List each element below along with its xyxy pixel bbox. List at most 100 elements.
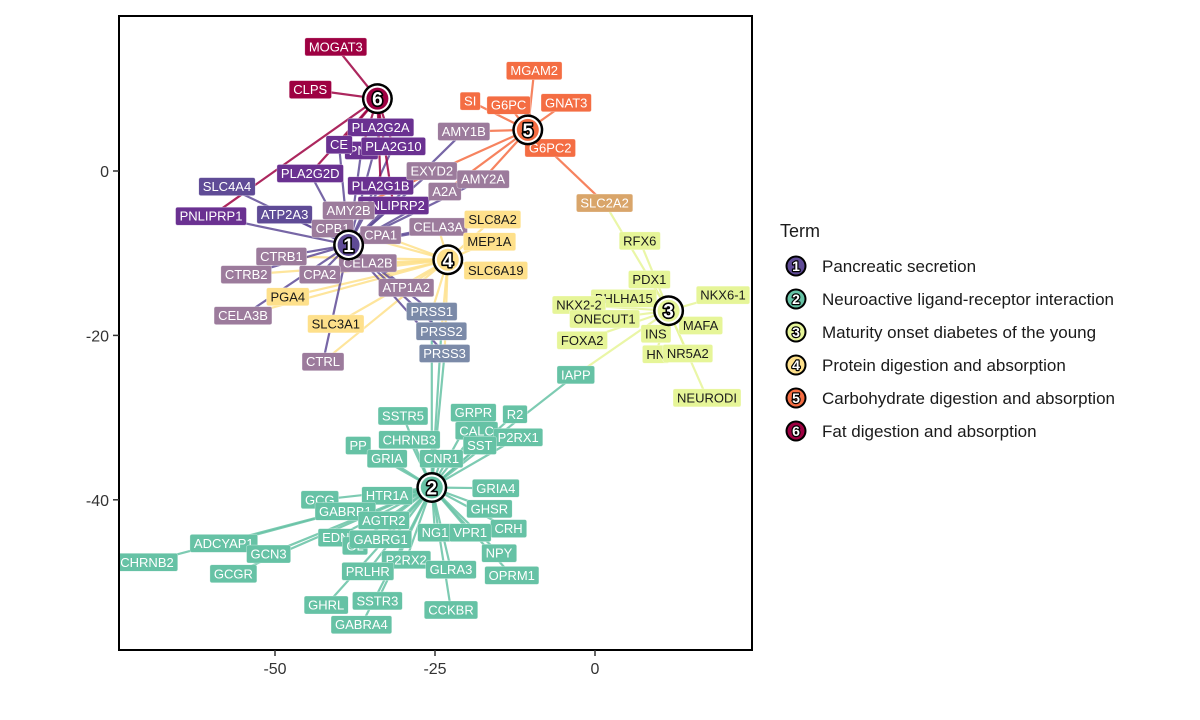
x-tick-label: -25 xyxy=(423,661,446,678)
gene-label-box xyxy=(462,436,497,455)
gene-label-ins: INS xyxy=(640,324,672,344)
gene-label-box xyxy=(425,560,477,579)
gene-label-exyd2: EXYD2 xyxy=(406,161,458,181)
gene-label-mafa: MAFA xyxy=(678,316,723,335)
gene-label-text: ATP2A3 xyxy=(261,207,308,222)
gene-label-box xyxy=(213,306,273,325)
gene-label-text: NR5A2 xyxy=(667,346,709,361)
gene-label-text: NKX2-2 xyxy=(556,297,602,312)
legend-item-term-3: 3 Maturity onset diabetes of the young xyxy=(785,321,1096,343)
edge-iapp-term-3 xyxy=(575,309,670,376)
gene-label-box xyxy=(419,344,471,363)
gene-label-text: PRLHR xyxy=(346,564,390,579)
gene-label-text: NKX6-1 xyxy=(700,288,746,303)
gene-label-box xyxy=(428,182,462,201)
gene-label-text: GRPR xyxy=(455,405,493,420)
gene-label-box xyxy=(481,543,517,563)
gene-label-foxa2: FOXA2 xyxy=(556,331,608,350)
edge-cckbr-term-2 xyxy=(430,487,453,611)
gene-label-box xyxy=(303,595,349,615)
term-node-number: 2 xyxy=(427,478,438,499)
gene-label-g6pc: G6PC xyxy=(486,95,531,115)
gene-label-gnat3: GNAT3 xyxy=(540,93,592,113)
term-node-2: 2 xyxy=(416,471,448,503)
gene-label-box xyxy=(119,553,178,572)
gene-label-text: PLA2G2A xyxy=(352,120,410,135)
legend-key-fill xyxy=(787,356,805,374)
gene-label-text: PRSS3 xyxy=(423,346,466,361)
gene-label-text: HN xyxy=(646,347,665,362)
term-node-number: 1 xyxy=(343,236,354,257)
gene-label-prss3: PRSS3 xyxy=(419,344,471,363)
gene-label-clps: CLPS xyxy=(288,80,332,99)
gene-label-si: SI xyxy=(459,91,481,111)
gene-label-pla2g1b: PLA2G1B xyxy=(347,176,414,196)
gene-label-text: CHRNB3 xyxy=(383,432,436,447)
gene-label-box xyxy=(378,278,435,297)
legend-key-fill xyxy=(787,422,805,440)
gene-label-box xyxy=(524,138,576,158)
gene-label-text: ATP1A2 xyxy=(382,280,429,295)
gene-label-ce: CE xyxy=(325,135,353,154)
term-node-fill xyxy=(420,476,443,499)
gene-label-box xyxy=(672,388,742,408)
gene-label-text: ONECUT1 xyxy=(574,311,636,326)
gene-label-text: OPRM1 xyxy=(489,568,535,583)
gene-label-text: CELA2B xyxy=(343,256,393,271)
gene-label-slc2a2: SLC2A2 xyxy=(576,193,634,213)
gene-label-text: MGAM2 xyxy=(510,63,558,78)
gene-label-box xyxy=(345,436,372,455)
gene-label-text: ADCYAP1 xyxy=(194,536,254,551)
gene-label-pdx1: PDX1 xyxy=(628,270,671,289)
gene-label-text: VPR1 xyxy=(453,525,487,540)
gene-label-text: PLA2G10 xyxy=(365,139,421,154)
gene-label-p2rx1: P2RX1 xyxy=(493,428,544,447)
gene-label-box xyxy=(466,499,513,519)
gene-label-text: MOGAT3 xyxy=(309,39,363,54)
term-node-fill xyxy=(657,299,680,322)
gene-label-text: NG1 xyxy=(422,525,449,540)
gene-label-ctrb2: CTRB2 xyxy=(220,265,272,284)
gene-label-text: SI xyxy=(464,94,476,109)
gene-label-box xyxy=(448,523,492,542)
gene-label-text: AGTR2 xyxy=(362,513,405,528)
gene-label-box xyxy=(406,302,458,321)
gene-label-box xyxy=(360,137,426,156)
legend-key-fill xyxy=(787,389,805,407)
gene-label-box xyxy=(378,430,441,450)
gene-label-box xyxy=(341,562,395,581)
gene-label-box xyxy=(678,316,723,335)
legend-item-label: Pancreatic secretion xyxy=(822,257,976,276)
gene-label-text: GCGR xyxy=(214,566,253,581)
gene-label-text: FOXA2 xyxy=(561,333,604,348)
gene-label-box xyxy=(576,193,634,213)
gene-label-box xyxy=(220,265,272,284)
gene-label-sst: SST xyxy=(462,436,497,455)
gene-label-text: A2A xyxy=(432,184,457,199)
term-node-number: 5 xyxy=(523,121,534,142)
gene-label-box xyxy=(464,210,522,229)
gene-label-a2a: A2A xyxy=(428,182,462,201)
gene-label-amy2a: AMY2A xyxy=(456,169,510,189)
gene-label-text: SLC8A2 xyxy=(468,212,516,227)
gene-label-text: GHRL xyxy=(308,598,344,613)
gene-label-text: SLC4A4 xyxy=(203,179,251,194)
gene-label-box xyxy=(463,232,517,251)
edge-ctrl-term-4 xyxy=(322,258,449,363)
gene-label-ng1: NG1 xyxy=(417,523,453,542)
gene-label-text: AMY1B xyxy=(442,124,486,139)
gene-label-box xyxy=(189,534,258,553)
legend-key-fill xyxy=(787,257,805,275)
term-node-number: 3 xyxy=(663,302,674,323)
legend-item-label: Protein digestion and absorption xyxy=(822,356,1066,375)
gene-label-atp2a3: ATP2A3 xyxy=(256,205,313,224)
gene-label-onecut1: ONECUT1 xyxy=(569,309,640,329)
gene-label-text: INS xyxy=(645,326,667,341)
gene-label-prlhr: PRLHR xyxy=(341,562,395,581)
gene-label-ctrb1: CTRB1 xyxy=(255,247,307,266)
gene-label-text: CELA3A xyxy=(413,219,463,234)
gene-label-box xyxy=(325,135,353,154)
gene-label-box xyxy=(349,530,412,549)
legend-key-fill xyxy=(787,323,805,341)
